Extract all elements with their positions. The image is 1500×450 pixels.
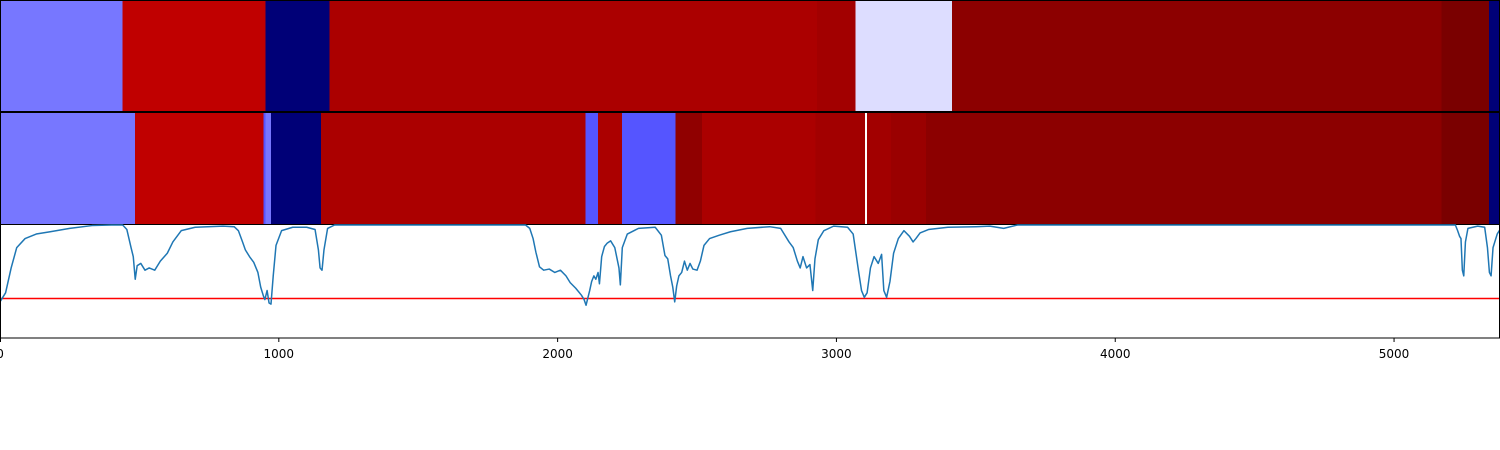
heatmap-row-2-segment-9 [621, 112, 676, 225]
x-tick-label-5: 4000 [1100, 347, 1131, 361]
x-axis: 0 1000 2000 3000 4000 5000 [0, 338, 1409, 361]
heatmap-row-2-segment-3 [263, 112, 266, 225]
series-line [0, 224, 1500, 306]
heatmap-row-1 [0, 0, 1500, 112]
x-tick-label-3: 2000 [542, 347, 573, 361]
heatmap-row-1-segment-4 [329, 0, 817, 112]
heatmap-row-1-segment-8 [1441, 0, 1489, 112]
heatmap-row-1-segment-6 [855, 0, 953, 112]
heatmap-row-2-segment-14 [867, 112, 891, 225]
heatmap-row-1-segment-1 [0, 0, 123, 112]
heatmap-row-2-segment-13 [865, 112, 868, 225]
heatmap-row-2-segment-11 [701, 112, 816, 225]
heatmap-row-2-segment-1 [0, 112, 135, 225]
x-tick-label-2: 1000 [264, 347, 295, 361]
x-tick-label-6: 5000 [1379, 347, 1410, 361]
x-tick-label-1: 0 [0, 347, 4, 361]
heatmap-row-2-segment-5 [271, 112, 322, 225]
heatmap-row-2-segment-17 [1441, 112, 1489, 225]
heatmap-row-2-segment-15 [890, 112, 927, 225]
heatmap-row-2-segment-8 [598, 112, 622, 225]
heatmap-row-2-segment-10 [675, 112, 702, 225]
heatmap-row-1-segment-2 [122, 0, 266, 112]
heatmap-row-1-segment-7 [952, 0, 1442, 112]
heatmap-row-2-segment-18 [1488, 112, 1500, 225]
heatmap-row-2-segment-2 [134, 112, 264, 225]
line-panel [0, 224, 1500, 339]
heatmap-row-1-segment-9 [1488, 0, 1500, 112]
heatmap-row-2 [0, 112, 1500, 225]
heatmap-row-2-segment-7 [585, 112, 599, 225]
heatmap-row-2-segment-4 [265, 112, 272, 225]
heatmap-row-2-segment-6 [321, 112, 586, 225]
heatmap-row-2-segment-16 [926, 112, 1442, 225]
heatmap-row-2-segment-12 [815, 112, 866, 225]
heatmap-row-1-segment-5 [816, 0, 856, 112]
x-tick-label-4: 3000 [821, 347, 852, 361]
heatmap-row-1-segment-3 [265, 0, 330, 112]
